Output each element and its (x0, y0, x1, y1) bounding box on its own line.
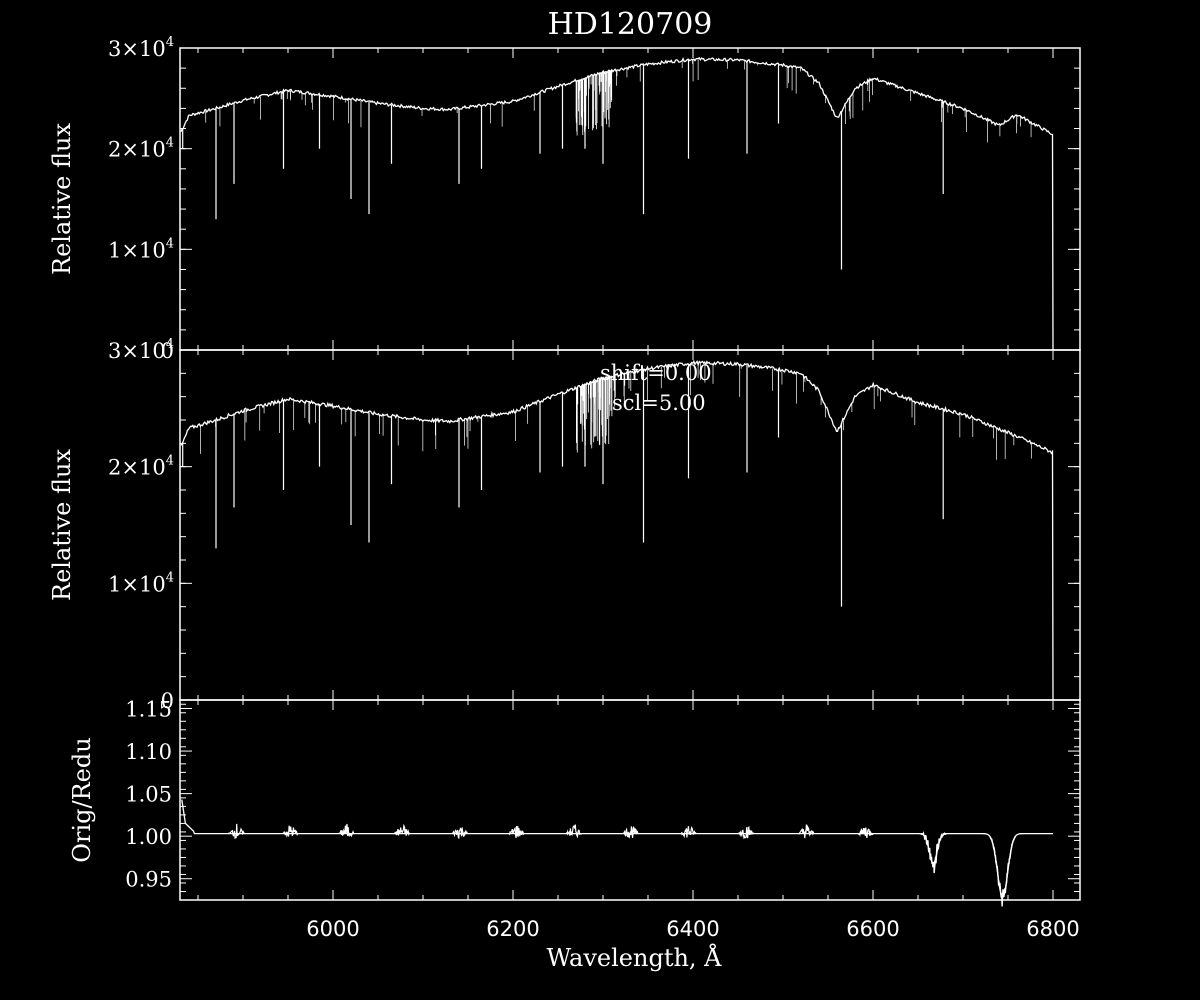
ripple-9 (737, 826, 755, 840)
ratio-ytick-label-3: 1.10 (125, 740, 172, 764)
ratio-ytick-label-2: 1.05 (125, 783, 172, 807)
ripple-11 (857, 827, 874, 838)
ratio-ytick-label-4: 1.15 (125, 698, 172, 722)
ytick-label-exp-3: 4 (166, 35, 174, 50)
panel-bottom-frame (179, 699, 1081, 901)
ripple-6 (565, 824, 582, 839)
ripple-7 (622, 826, 639, 839)
ytick-label-exp-1: 4 (166, 570, 174, 585)
panel-bottom-ytick-labels: 0.95 1.00 1.05 1.10 1.15 (125, 698, 172, 892)
ytick-label-1: 1×104 (108, 570, 174, 596)
chart-title: HD120709 (548, 7, 713, 42)
ytick-label-mantissa-3: 3×10 (108, 37, 166, 61)
ripple-0 (228, 823, 245, 840)
panel-top-absorption-lines (182, 59, 1032, 270)
ytick-label-0: 0 (161, 339, 174, 363)
panel-bottom-ylabel: Orig/Redu (68, 737, 96, 862)
ytick-label-3: 3×104 (108, 337, 174, 363)
annotation-shift: shift=0.00 (600, 361, 712, 385)
ytick-label-2: 2×104 (108, 136, 174, 162)
ratio-line (181, 799, 1053, 899)
panel-middle-ylabel: Relative flux (48, 449, 76, 601)
panel-middle-spectrum-line (180, 359, 1054, 701)
ytick-label-mantissa-2: 2×10 (108, 456, 166, 480)
xtick-label-1: 6200 (486, 917, 539, 941)
ripple-2 (338, 823, 355, 838)
ratio-ytick-label-0: 0.95 (125, 868, 172, 892)
panel-middle-absorption-lines (182, 362, 1032, 607)
dip-band-0 (920, 831, 947, 874)
xtick-label-2: 6400 (666, 917, 719, 941)
panel-bottom-ticks (180, 700, 1080, 901)
ytick-label-mantissa-1: 1×10 (108, 238, 166, 262)
ytick-label-exp-2: 4 (166, 454, 174, 469)
ytick-label-mantissa-2: 2×10 (108, 138, 166, 162)
ytick-label-2: 2×104 (108, 454, 174, 480)
ytick-label-1: 1×104 (108, 236, 174, 262)
ytick-label-mantissa-0: 0 (161, 689, 174, 713)
ripple-5 (508, 826, 525, 839)
ytick-label-exp-1: 4 (166, 236, 174, 251)
panel-top-spectrum-line (180, 56, 1054, 351)
xtick-label-0: 6000 (306, 917, 359, 941)
xtick-label-3: 6600 (846, 917, 899, 941)
ytick-label-3: 3×104 (108, 35, 174, 61)
ripple-4 (451, 827, 469, 840)
ripple-8 (680, 826, 697, 839)
panel-bottom: 0.95 1.00 1.05 1.10 1.15 6000 6200 6400 6600 680… (68, 698, 1081, 972)
ripple-10 (798, 824, 815, 839)
ytick-label-0: 0 (161, 689, 174, 713)
panel-top-ylabel: Relative flux (48, 123, 76, 275)
xtick-label-4: 6800 (1026, 917, 1079, 941)
ytick-label-mantissa-3: 3×10 (108, 339, 166, 363)
panel-top-ticks (180, 47, 1080, 351)
panel-bottom-ripples (228, 823, 1016, 907)
x-axis-label: Wavelength, Å (546, 943, 722, 972)
ratio-ytick-label-1: 1.00 (125, 825, 172, 849)
ytick-label-exp-2: 4 (166, 136, 174, 151)
panel-top-frame (179, 47, 1081, 351)
annotation-scl: scl=5.00 (612, 391, 706, 415)
ripple-1 (282, 825, 299, 838)
ytick-label-mantissa-0: 0 (161, 339, 174, 363)
panel-bottom-xtick-labels: 6000 6200 6400 6600 6800 (306, 917, 1079, 941)
ytick-label-mantissa-1: 1×10 (108, 572, 166, 596)
ytick-label-exp-3: 4 (166, 337, 174, 352)
